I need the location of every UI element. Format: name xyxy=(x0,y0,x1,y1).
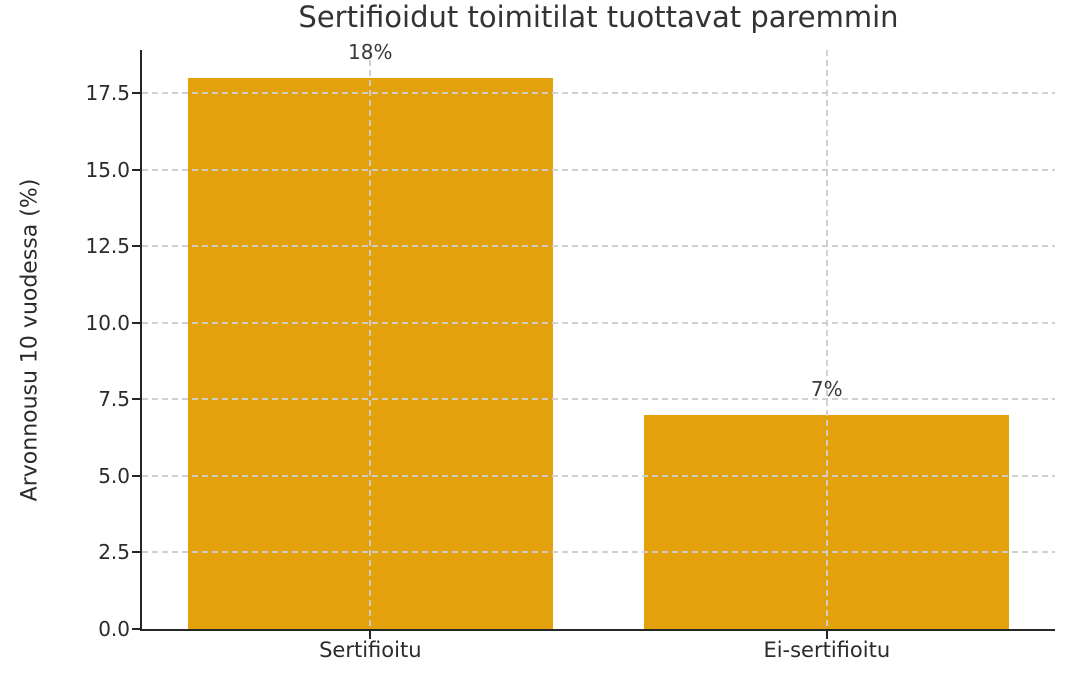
x-tick-label: Ei-sertifioitu xyxy=(763,638,891,662)
x-tick-label: Sertifioitu xyxy=(319,638,422,662)
y-tick-label: 5.0 xyxy=(98,463,130,488)
y-tick-label: 15.0 xyxy=(85,157,130,182)
y-tick-label: 17.5 xyxy=(85,80,130,105)
y-tick-label: 7.5 xyxy=(98,387,130,412)
y-tick-label: 0.0 xyxy=(98,617,130,641)
y-gridline xyxy=(142,91,1055,94)
bar-value-label: 7% xyxy=(810,376,843,401)
y-tick-label: 2.5 xyxy=(98,540,130,565)
bar-value-label: 18% xyxy=(348,39,393,64)
bottom-spine xyxy=(140,629,1055,631)
y-tick xyxy=(132,551,140,554)
y-tick xyxy=(132,91,140,94)
y-tick-label: 12.5 xyxy=(85,234,130,259)
y-tick xyxy=(132,474,140,477)
y-gridline xyxy=(142,474,1055,477)
x-gridline xyxy=(825,50,828,629)
y-tick xyxy=(132,321,140,324)
y-tick xyxy=(132,245,140,248)
y-tick xyxy=(132,168,140,171)
y-gridline xyxy=(142,321,1055,324)
y-gridline xyxy=(142,398,1055,401)
y-tick-label: 10.0 xyxy=(85,310,130,335)
x-gridline xyxy=(369,50,372,629)
y-gridline xyxy=(142,168,1055,171)
y-tick xyxy=(132,628,140,630)
y-axis-label: Arvonnousu 10 vuodessa (%) xyxy=(17,178,43,501)
y-gridline xyxy=(142,245,1055,248)
chart-title: Sertifioidut toimitilat tuottavat paremm… xyxy=(298,0,899,34)
y-tick xyxy=(132,398,140,401)
left-spine xyxy=(140,50,142,631)
x-tick xyxy=(825,631,828,639)
x-tick xyxy=(369,631,372,639)
y-gridline xyxy=(142,551,1055,554)
plot-area xyxy=(142,50,1055,629)
